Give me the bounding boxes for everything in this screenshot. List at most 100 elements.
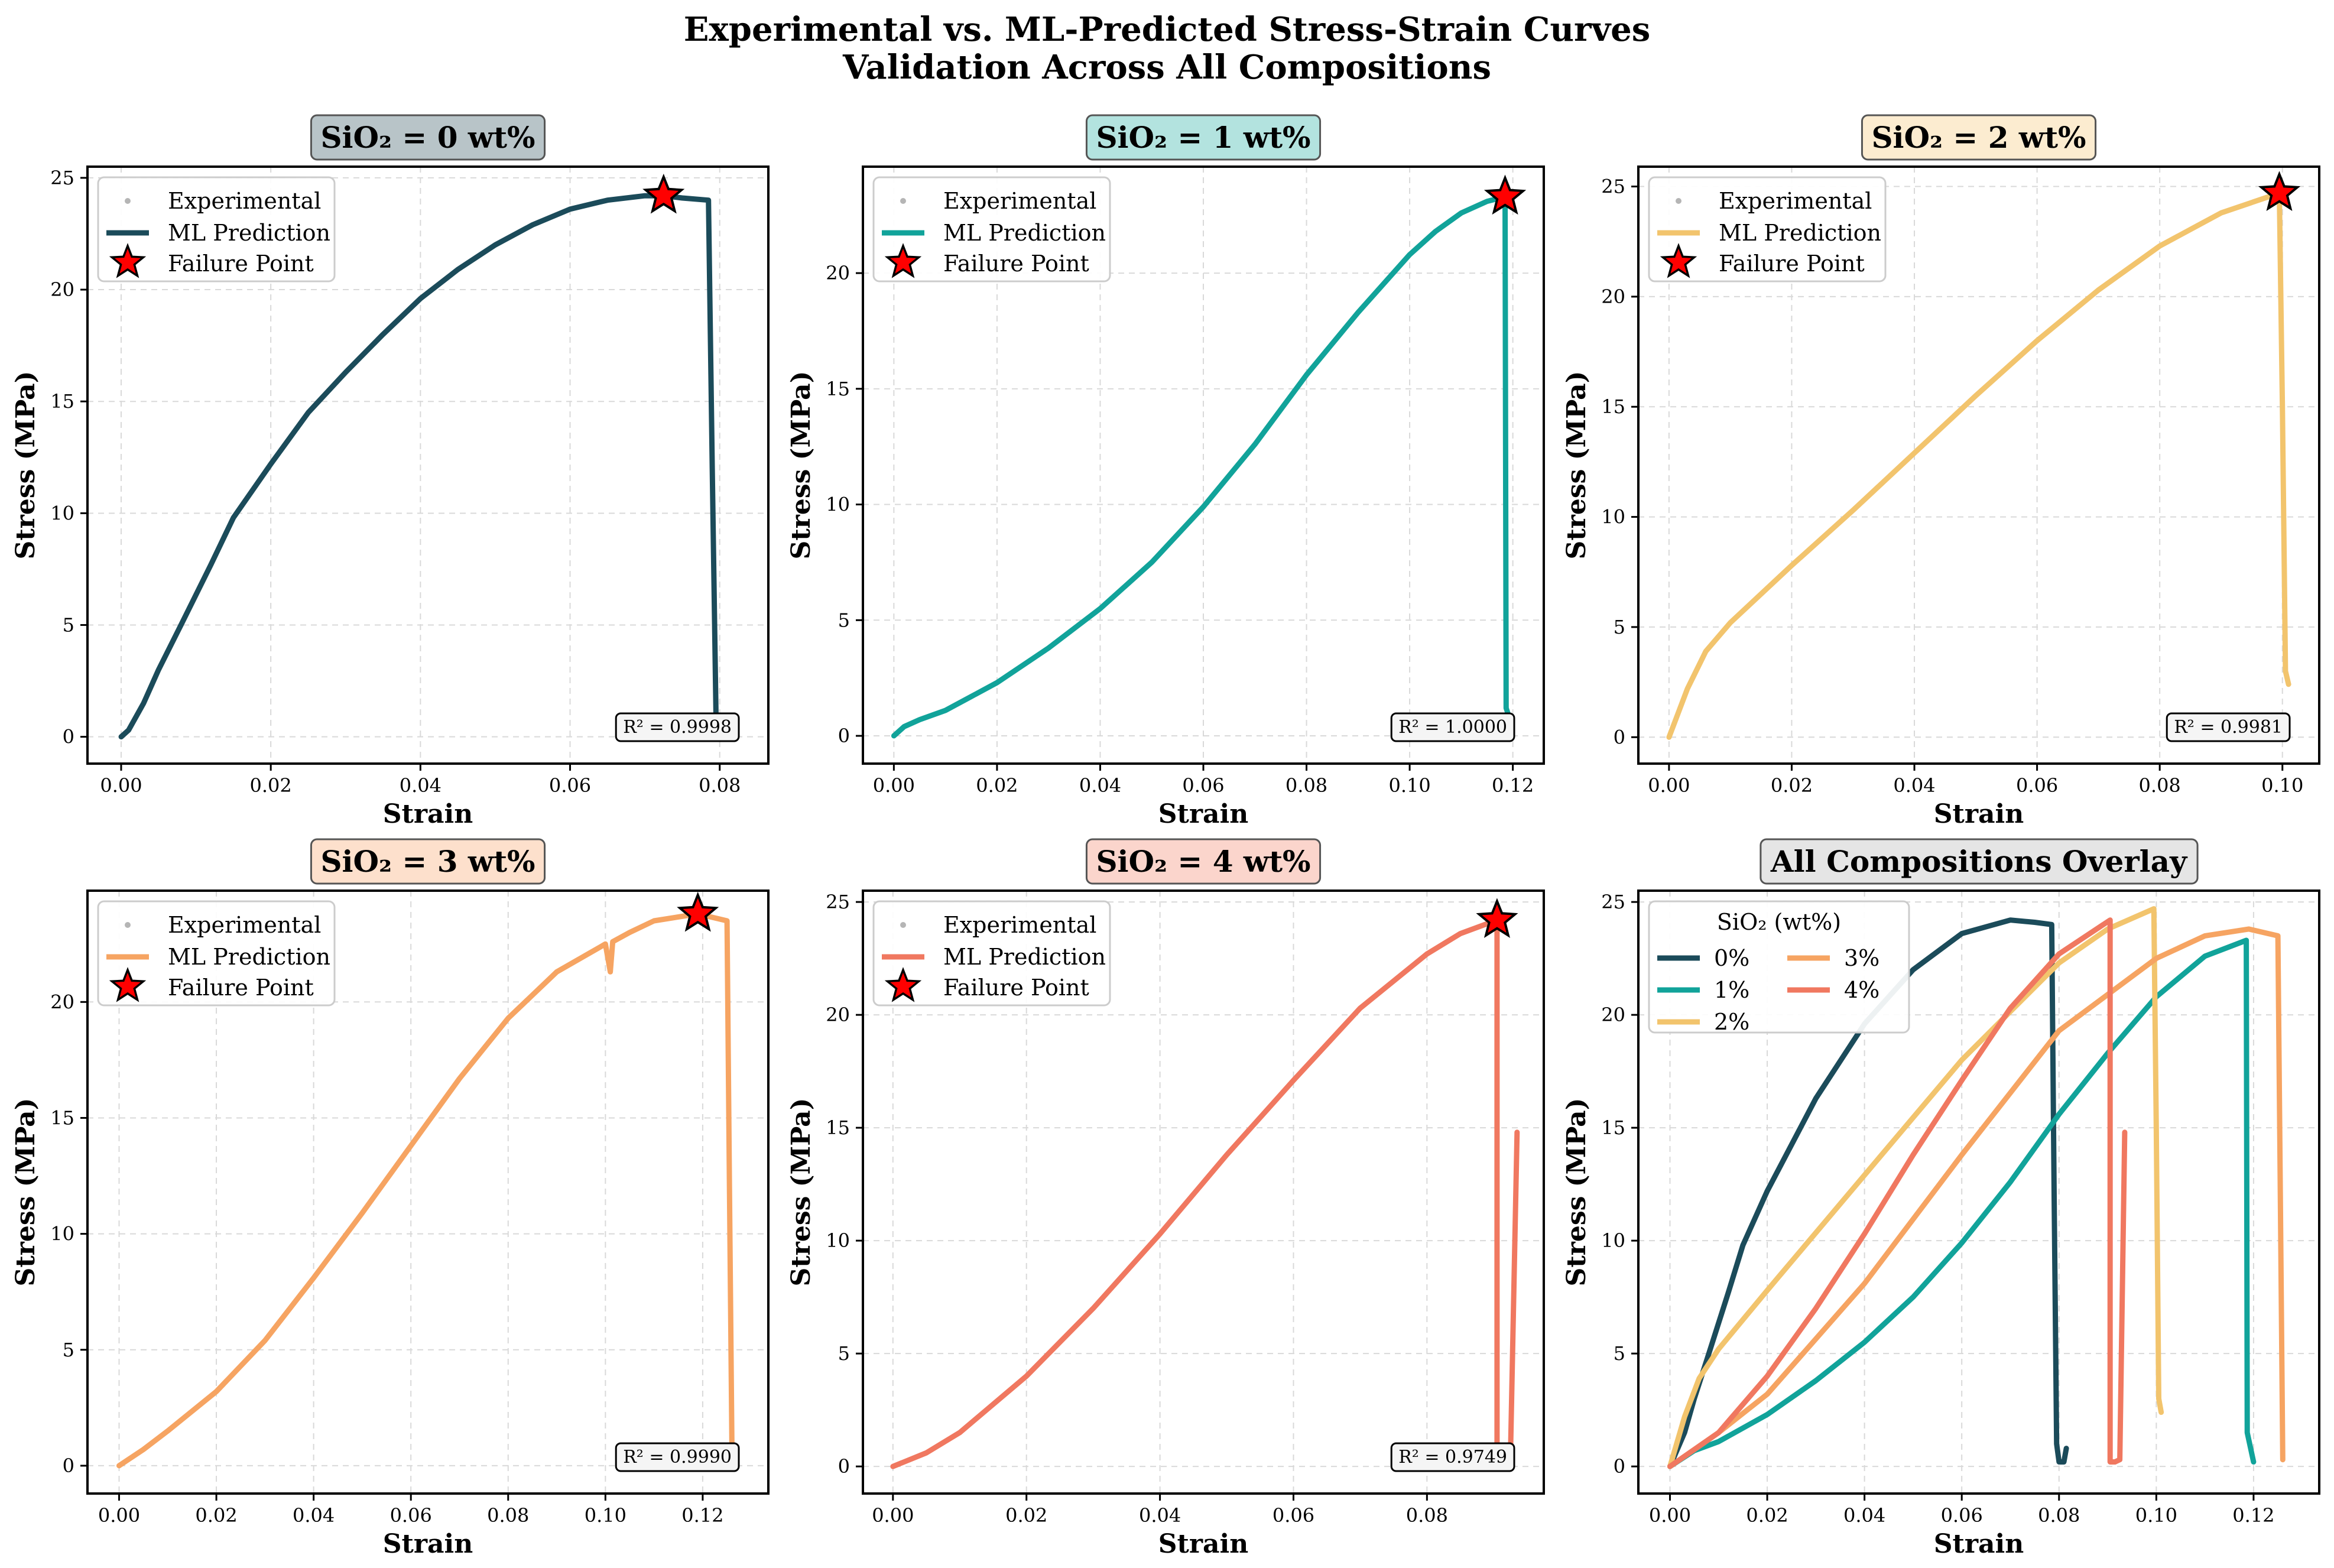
y-tick-label: 15: [50, 1106, 74, 1129]
x-tick-label: 0.02: [1771, 774, 1813, 797]
x-tick-label: 0.10: [2135, 1504, 2177, 1527]
y-tick-label: 5: [63, 1339, 74, 1361]
legend-failure-star: [109, 967, 147, 1002]
legend-box: [1648, 176, 1887, 283]
subplot-title: SiO₂ = 0 wt%: [310, 114, 546, 161]
x-tick-label: 0.00: [98, 1504, 140, 1527]
legend-experimental-marker: [125, 198, 131, 204]
subplot-5: 0.00 0.02 0.04 0.06 0.08 0 5 10 15 20 25 Strain Stre…: [786, 838, 1545, 1559]
y-tick-label: 5: [1614, 616, 1625, 638]
x-tick-label: 0.00: [1648, 774, 1690, 797]
y-tick-label: 20: [826, 1004, 850, 1026]
x-tick-label: 0.12: [1492, 774, 1534, 797]
legend-box: [97, 900, 336, 1007]
legend-failure-star: [884, 243, 922, 278]
axes-frame: [1637, 165, 2320, 765]
series-line-0-: [1667, 917, 2069, 1469]
legend-ml-label: ML Prediction: [168, 220, 330, 246]
r2-box: [1390, 1442, 1515, 1472]
x-tick-label: 0.04: [1893, 774, 1935, 797]
subplot-1: 0.00 0.02 0.04 0.06 0.08 0 5 10 15 20 25 Strain Stre…: [11, 114, 770, 829]
y-tick-label: 0: [838, 1455, 850, 1478]
y-tick-label: 15: [1601, 395, 1625, 418]
subplot-6: 0.00 0.02 0.04 0.06 0.08 0.10 0.12 0 5 10 15 20 25 St…: [1562, 838, 2320, 1559]
legend-box: [872, 900, 1111, 1007]
subplot-title-text: SiO₂ = 4 wt%: [1096, 844, 1310, 879]
x-tick-label: 0.06: [390, 1504, 432, 1527]
y-tick-label: 20: [50, 278, 74, 301]
legend-experimental-marker: [125, 922, 131, 928]
y-tick-label: 10: [50, 1223, 74, 1245]
x-tick-label: 0.02: [1005, 1504, 1047, 1527]
x-tick-label: 0.06: [2016, 774, 2058, 797]
legend: Experimental ML Prediction Failure Point: [872, 900, 1111, 1007]
r2-annotation: R² = 0.9981: [2166, 712, 2291, 742]
legend-experimental-marker: [900, 922, 906, 928]
x-tick-label: 0.04: [400, 774, 442, 797]
y-tick-label: 10: [826, 494, 850, 516]
y-axis-label: Stress (MPa): [1562, 371, 1592, 560]
legend-ml-label: ML Prediction: [943, 944, 1106, 970]
x-tick-label: 0.02: [195, 1504, 237, 1527]
y-tick-label: 0: [1614, 726, 1625, 748]
subplot-4: 0.00 0.02 0.04 0.06 0.08 0.10 0.12 0 5 10 15 20 Stra…: [11, 838, 770, 1559]
legend-label-0: 0%: [1714, 945, 1749, 971]
subplot-title: All Compositions Overlay: [1760, 838, 2199, 885]
subplot-title-box: [1085, 838, 1322, 885]
y-tick-label: 20: [50, 991, 74, 1013]
legend-failure-star: [884, 967, 922, 1002]
legend-label-1: 1%: [1714, 977, 1749, 1003]
legend-failure-label: Failure Point: [168, 251, 314, 277]
y-tick-label: 25: [1601, 176, 1625, 198]
r2-text: R² = 0.9990: [623, 1447, 732, 1468]
y-tick-label: 20: [1601, 285, 1625, 308]
r2-annotation: R² = 0.9998: [615, 712, 740, 742]
x-tick-label: 0.02: [976, 774, 1018, 797]
figure-title-line2: Validation Across All Compositions: [843, 48, 1491, 87]
y-tick-label: 10: [1601, 506, 1625, 528]
y-tick-label: 15: [50, 390, 74, 413]
x-tick-label: 0.04: [1139, 1504, 1181, 1527]
x-tick-label: 0.12: [2232, 1504, 2274, 1527]
legend-failure-label: Failure Point: [943, 251, 1089, 277]
x-tick-label: 0.02: [1746, 1504, 1788, 1527]
x-axis-label: Strain: [1158, 799, 1249, 829]
legend-ml-label: ML Prediction: [1719, 220, 1881, 246]
x-tick-label: 0.00: [100, 774, 142, 797]
series-line-ml-prediction: [1666, 190, 2291, 740]
r2-annotation: R² = 0.9749: [1390, 1442, 1515, 1472]
legend-label-3: 3%: [1844, 945, 1879, 971]
axes-frame: [1637, 889, 2320, 1495]
r2-box: [615, 1442, 740, 1472]
subplot-title-text: SiO₂ = 0 wt%: [320, 120, 535, 155]
legend-failure-label: Failure Point: [168, 975, 314, 1001]
legend: Experimental ML Prediction Failure Point: [97, 176, 336, 283]
failure-point-marker: [1483, 174, 1527, 215]
legend-experimental-label: Experimental: [168, 188, 321, 214]
legend-label-4: 4%: [1844, 977, 1879, 1003]
y-tick-label: 5: [838, 609, 850, 631]
y-tick-label: 15: [826, 378, 850, 400]
y-tick-label: 25: [826, 891, 850, 913]
x-tick-label: 0.12: [681, 1504, 723, 1527]
x-tick-label: 0.06: [1941, 1504, 1983, 1527]
subplot-title-box: [1085, 114, 1322, 161]
axes-frame: [862, 889, 1545, 1495]
legend-box: [97, 176, 336, 283]
axes-frame: [86, 165, 770, 765]
subplot-2: 0.00 0.02 0.04 0.06 0.08 0.10 0.12 0 5 10 15 20 Stra…: [786, 114, 1545, 829]
x-tick-label: 0.06: [1272, 1504, 1314, 1527]
legend-experimental-label: Experimental: [943, 188, 1096, 214]
x-tick-label: 0.08: [487, 1504, 529, 1527]
legend-box: [1648, 900, 1910, 1034]
y-tick-label: 15: [826, 1116, 850, 1139]
y-tick-label: 25: [50, 167, 74, 189]
x-tick-label: 0.08: [1286, 774, 1327, 797]
subplot-title: SiO₂ = 3 wt%: [310, 838, 546, 885]
subplot-3: 0.00 0.02 0.04 0.06 0.08 0.10 0 5 10 15 20 25 Strain…: [1562, 114, 2320, 829]
x-axis-label: Strain: [1934, 1529, 2024, 1559]
x-tick-label: 0.08: [2139, 774, 2181, 797]
x-tick-label: 0.10: [2261, 774, 2303, 797]
y-axis-label: Stress (MPa): [786, 371, 816, 560]
